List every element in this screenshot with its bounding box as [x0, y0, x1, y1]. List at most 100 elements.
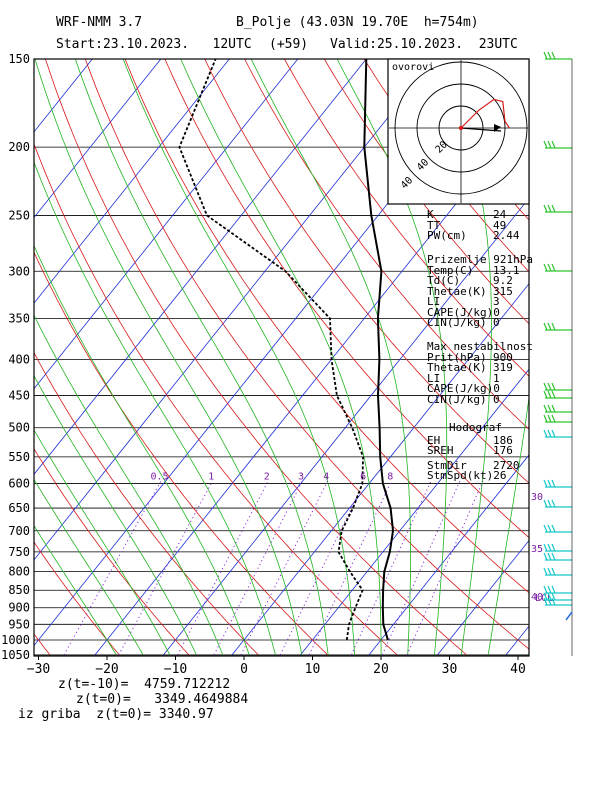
barb-flag	[543, 479, 548, 488]
y-tick-label: 150	[8, 52, 30, 66]
arrowhead-icon	[494, 124, 501, 132]
barb-flag	[543, 204, 548, 213]
barb-flag	[543, 51, 548, 60]
dry-adiabat	[244, 59, 529, 431]
y-tick-label: 650	[8, 501, 30, 515]
isotherm-10	[300, 368, 529, 656]
barb-flag	[551, 479, 556, 488]
barb-flag	[543, 404, 548, 413]
isotherm--80	[34, 59, 162, 219]
isotherm--10	[163, 197, 529, 656]
barb-flag	[547, 382, 552, 391]
y-tick-label: 700	[8, 524, 30, 538]
indices-hodograph: Hodograf EH 186 SREH 176 StmDir 2720 StmSpd…	[427, 421, 520, 482]
surface-title: Prizemlje 921hPa	[427, 253, 533, 266]
barb-flag	[551, 390, 556, 399]
barb-flag	[551, 499, 556, 508]
y-tick-label: 450	[8, 388, 30, 402]
valid-time: Valid:25.10.2023. 23UTC	[330, 37, 518, 52]
barb-flag	[547, 479, 552, 488]
barb-flag	[551, 322, 556, 331]
barb-flag	[543, 567, 548, 576]
lead-time: (+59)	[269, 37, 309, 52]
barb-flag	[547, 140, 552, 149]
indices-surface: Prizemlje 921hPa Temp(C) 13.1 Td(C) 9.2 Th…	[427, 253, 533, 329]
x-tick-label: −30	[27, 662, 50, 677]
y-tick-label: 350	[8, 311, 30, 325]
barb-flag	[551, 263, 556, 272]
barb-flag	[551, 51, 556, 60]
footer-z-grib: iz griba z(t=0)= 3340.97	[18, 707, 214, 722]
isotherm-30	[437, 539, 529, 656]
isotherm--50	[34, 59, 367, 475]
right-label: 30	[531, 492, 543, 503]
temperature-curve	[363, 59, 395, 641]
moist-adiabat	[34, 244, 250, 656]
moist-adiabat	[336, 59, 448, 655]
y-tick-label: 200	[8, 140, 30, 154]
barb-flag	[547, 592, 552, 601]
mixing-ratio-line	[279, 480, 365, 656]
isotherm-50	[575, 59, 600, 655]
station-title: B_Polje (43.03N 19.70E h=754m)	[236, 15, 479, 30]
start-time: Start:23.10.2023. 12UTC	[56, 37, 252, 52]
dry-adiabat	[34, 541, 120, 656]
dry-adiabat	[34, 447, 190, 656]
y-tick-label: 1050	[1, 648, 30, 662]
barb-flag	[547, 263, 552, 272]
barb-flag	[547, 585, 552, 594]
y-tick-label: 600	[8, 477, 30, 491]
barb-flag	[543, 552, 548, 561]
mixing-ratio-label: 3	[298, 472, 304, 483]
y-tick-label: 950	[8, 617, 30, 631]
barb-flag	[547, 429, 552, 438]
moist-adiabat	[34, 161, 276, 656]
x-tick-label: 30	[442, 662, 458, 677]
isotherm--40	[34, 59, 436, 561]
barb-flag	[543, 429, 548, 438]
barb-flag	[547, 543, 552, 552]
hodograph-title: ovorovi	[392, 62, 434, 73]
dry-adiabat	[323, 59, 529, 325]
y-tick-label: 250	[8, 208, 30, 222]
footer-z-minus10: z(t=-10)= 4759.712212	[58, 677, 231, 692]
moist-adiabat	[34, 478, 144, 656]
barb-flag	[543, 140, 548, 149]
dry-adiabat	[34, 351, 259, 656]
barb-flag	[547, 499, 552, 508]
y-tick-label: 300	[8, 264, 30, 278]
mixing-ratio-line	[177, 480, 269, 656]
y-tick-label: 1000	[1, 633, 30, 647]
barb-flag	[547, 414, 552, 423]
barb-flag	[551, 140, 556, 149]
y-tick-label: 900	[8, 601, 30, 615]
barb-flag	[543, 585, 548, 594]
barb-flag	[547, 597, 552, 606]
mixing-ratio-label: 4	[323, 472, 329, 483]
mixing-ratio-line	[213, 480, 303, 656]
barb-flag	[543, 263, 548, 272]
maxinst-title: Max nestabilnost	[427, 340, 533, 353]
barb-flag	[547, 567, 552, 576]
isotherm--60	[34, 59, 299, 390]
barb-flag	[543, 524, 548, 533]
footer-z-zero: z(t=0)= 3349.4649884	[76, 692, 249, 707]
mixing-ratio-line	[240, 480, 329, 656]
barb-flag	[551, 543, 556, 552]
barb-flag	[543, 592, 548, 601]
mixing-ratio-label: 0.5	[150, 472, 168, 483]
dry-adiabat	[34, 251, 329, 656]
moist-adiabat	[180, 59, 382, 655]
moist-adiabat	[75, 59, 329, 655]
moist-adiabat	[34, 429, 171, 656]
right-label: 40	[531, 592, 543, 603]
hodograph-origin	[458, 125, 464, 131]
hodo-title: Hodograf	[449, 421, 502, 434]
x-tick-label: −10	[164, 662, 187, 677]
barb-flag	[551, 382, 556, 391]
moist-adiabat	[436, 59, 492, 655]
barb-flag	[547, 552, 552, 561]
model-title: WRF-NMM 3.7	[56, 15, 143, 30]
hodograph-curve	[460, 98, 510, 129]
